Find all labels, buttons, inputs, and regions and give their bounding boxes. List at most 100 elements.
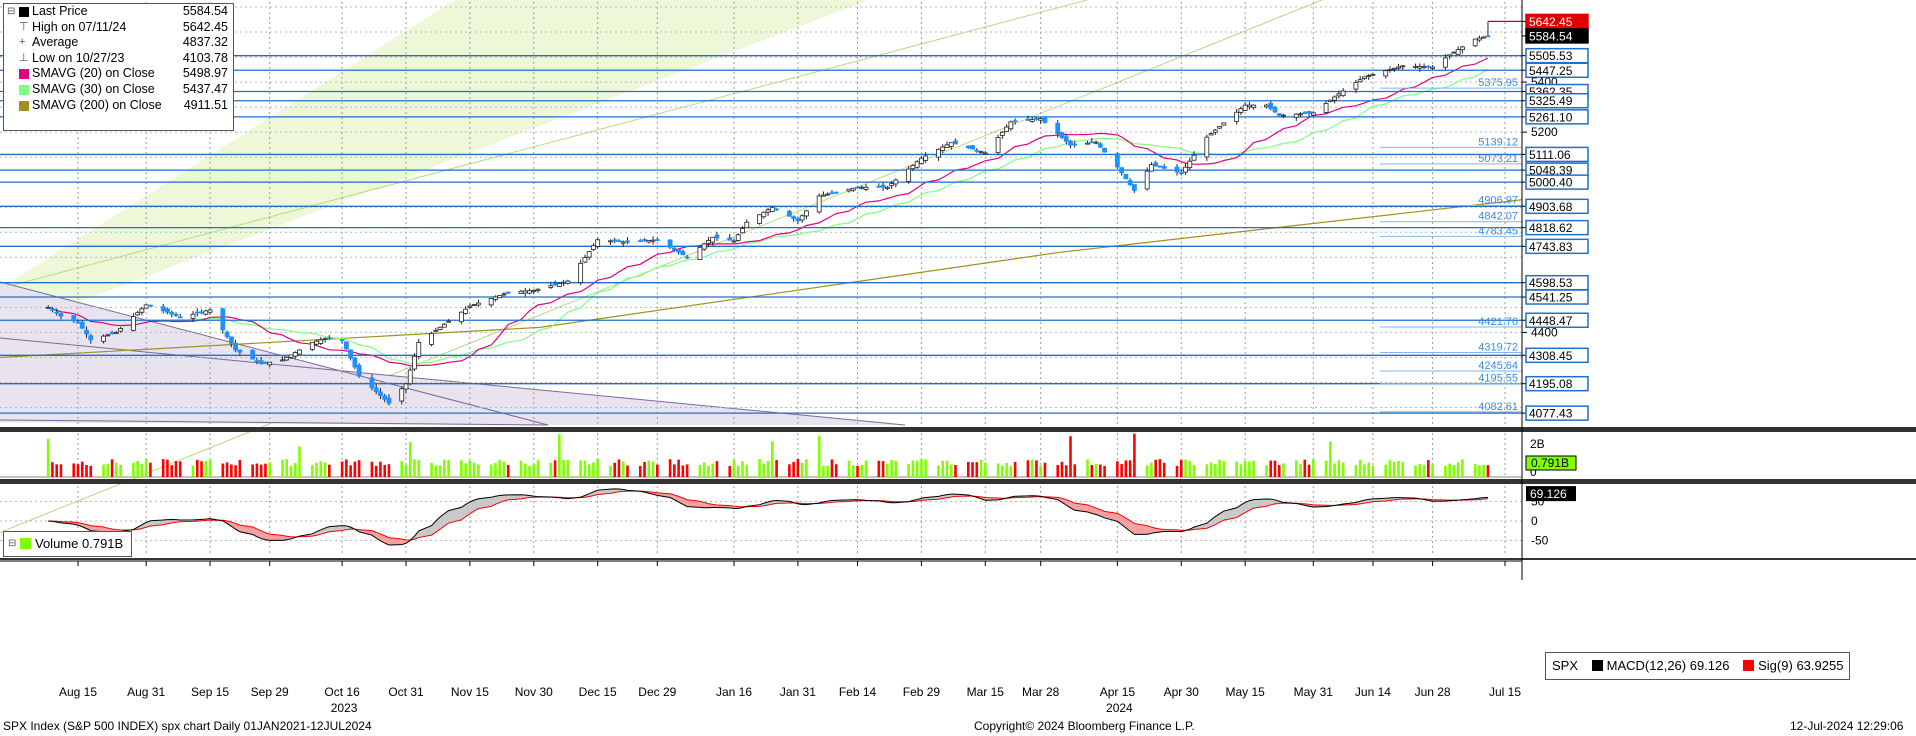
candle-body xyxy=(786,210,792,217)
candle-body xyxy=(880,184,886,188)
volume-bar xyxy=(464,463,467,477)
candle xyxy=(1119,167,1125,176)
candle xyxy=(825,192,831,196)
volume-bar xyxy=(191,465,195,477)
candle xyxy=(237,349,243,356)
macd-fill xyxy=(1206,519,1212,529)
volume-bar xyxy=(472,462,476,477)
volume-bar xyxy=(106,464,110,477)
candle xyxy=(548,281,554,289)
volume-bar xyxy=(438,465,442,477)
volume-bar xyxy=(979,459,983,477)
macd-fill xyxy=(1066,499,1071,508)
candle-body xyxy=(250,350,256,360)
x-tick-label: Feb 29 xyxy=(903,685,941,699)
candle-body xyxy=(1102,147,1107,153)
candle xyxy=(804,209,809,220)
candle-body xyxy=(118,328,123,332)
candle-body xyxy=(45,306,51,309)
candle-body xyxy=(1004,126,1010,132)
volume-bar xyxy=(55,464,59,477)
candle xyxy=(880,181,886,191)
volume-bar xyxy=(1060,461,1064,477)
signal-line xyxy=(48,490,1488,541)
candle-body xyxy=(1183,166,1188,173)
candle xyxy=(71,315,77,323)
panel-separator xyxy=(0,427,1916,432)
candle-body xyxy=(1097,143,1103,148)
macd-fill xyxy=(1236,504,1241,518)
x-tick-label: Apr 15 xyxy=(1100,685,1136,699)
volume-bar xyxy=(225,462,229,477)
candle-body xyxy=(267,361,273,366)
candle xyxy=(1430,65,1435,71)
volume-bar xyxy=(707,465,710,477)
candle xyxy=(1281,113,1286,119)
candle xyxy=(1276,113,1282,117)
macd-fill xyxy=(1270,499,1275,505)
volume-bar xyxy=(1056,464,1060,477)
legend-value: 5584.54 xyxy=(182,4,228,18)
channel-down-line xyxy=(0,281,549,426)
collapse-icon[interactable]: ⊟ xyxy=(7,6,16,17)
candle-body xyxy=(382,395,388,400)
macd-fill xyxy=(435,517,441,533)
candle xyxy=(139,307,145,316)
candle-body xyxy=(795,218,801,222)
candle xyxy=(884,186,890,190)
candle-body xyxy=(356,364,362,377)
candle-body xyxy=(224,331,230,337)
volume-bar xyxy=(532,464,536,477)
candle-body xyxy=(501,293,507,296)
candle xyxy=(1400,65,1406,71)
volume-bar xyxy=(404,465,408,477)
candle xyxy=(407,367,413,386)
candle-body xyxy=(578,262,584,284)
volume-bar xyxy=(549,462,553,477)
macd-fill xyxy=(670,493,675,500)
candle-body xyxy=(1238,108,1244,113)
candle-body xyxy=(441,323,447,328)
price-label-box xyxy=(1525,28,1589,44)
candle xyxy=(1268,101,1274,111)
volume-bar xyxy=(668,459,672,477)
candle xyxy=(309,342,315,351)
channel-upper-fill xyxy=(0,0,869,333)
volume-bar xyxy=(592,462,595,477)
candle-body xyxy=(71,315,77,322)
volume-bar xyxy=(1456,462,1460,477)
macd-fill xyxy=(163,519,168,525)
candle-body xyxy=(1413,65,1418,68)
footer-timestamp: 12-Jul-2024 12:29:06 xyxy=(1790,719,1904,733)
volume-bar xyxy=(681,465,685,477)
candle xyxy=(1114,152,1120,169)
volume-bar xyxy=(489,464,493,477)
macd-line xyxy=(48,488,1488,546)
candle-body xyxy=(190,313,196,319)
candle-body xyxy=(343,341,349,350)
candle-body xyxy=(1370,73,1376,76)
candle xyxy=(505,291,511,294)
candle-body xyxy=(386,397,392,404)
volume-bar xyxy=(954,464,957,477)
candle-body xyxy=(953,140,958,145)
candle xyxy=(1251,104,1257,110)
candle-body xyxy=(1247,104,1252,108)
legend-value: 5642.45 xyxy=(182,19,228,34)
candle xyxy=(437,326,443,331)
candle xyxy=(1102,147,1107,153)
candle-body xyxy=(531,289,537,292)
legend-value: 5498.97 xyxy=(182,66,228,81)
collapse-icon[interactable]: ⊟ xyxy=(8,538,17,549)
price-label: 5584.54 xyxy=(1529,29,1573,43)
candle-body xyxy=(1063,136,1069,142)
price-label-box xyxy=(1525,109,1589,125)
legend-item-high: ⊤ High on 07/11/24 5642.45 xyxy=(4,20,233,36)
candle xyxy=(919,156,924,165)
candle-body xyxy=(326,337,332,340)
volume-bar xyxy=(775,460,778,477)
x-tick-label: Jun 14 xyxy=(1355,685,1391,699)
candle xyxy=(995,134,1001,156)
candle xyxy=(471,303,477,307)
volume-bar xyxy=(1243,460,1247,477)
